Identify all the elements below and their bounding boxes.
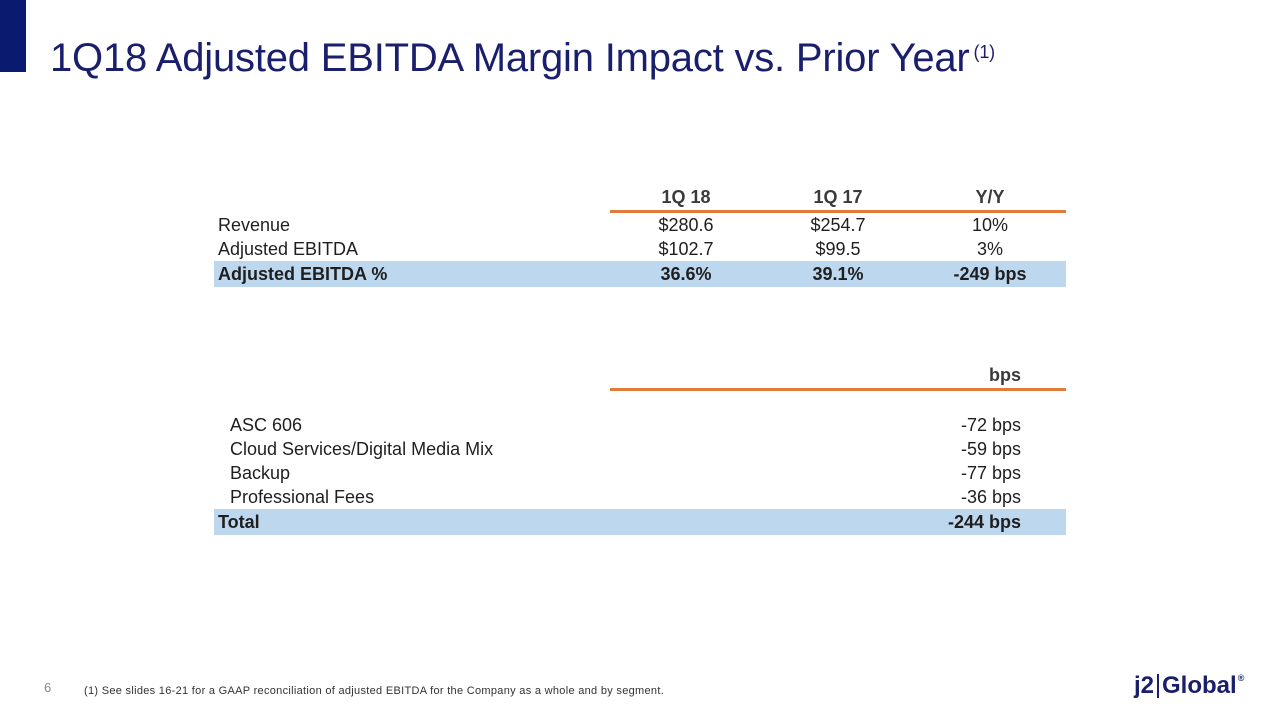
title-footnote-marker: (1)	[973, 42, 996, 62]
cell-value: 3%	[976, 238, 1003, 259]
accent-bar	[0, 0, 26, 72]
row-label: Total	[218, 511, 260, 532]
col-header-1q17: 1Q 17	[813, 186, 863, 207]
cell-value: $280.6	[658, 214, 714, 235]
header-rule	[214, 388, 1066, 391]
table-row: Backup -77 bps	[214, 461, 1066, 485]
cell-value: $254.7	[810, 214, 866, 235]
table-row: ASC 606 -72 bps	[214, 413, 1066, 437]
table-row-revenue: Revenue $280.6 $254.7 10%	[214, 213, 1066, 237]
cell-value: 39.1%	[812, 263, 864, 284]
footnote: (1) See slides 16-21 for a GAAP reconcil…	[84, 685, 665, 697]
margin-impact-table: bps ASC 606 -72 bps Cloud Services/Digit…	[214, 362, 1066, 535]
table-header-row: 1Q 18 1Q 17 Y/Y	[214, 184, 1066, 210]
slide-title: 1Q18 Adjusted EBITDA Margin Impact vs. P…	[50, 36, 995, 81]
table-row: Professional Fees -36 bps	[214, 485, 1066, 509]
cell-value: -249 bps	[953, 263, 1027, 284]
slide-title-text: 1Q18 Adjusted EBITDA Margin Impact vs. P…	[50, 36, 970, 80]
table-header-row: bps	[214, 362, 1066, 388]
table-row-adjusted-ebitda: Adjusted EBITDA $102.7 $99.5 3%	[214, 237, 1066, 261]
col-header-bps: bps	[988, 364, 1021, 385]
ebitda-summary-table: 1Q 18 1Q 17 Y/Y Revenue $280.6 $254.7 10…	[214, 184, 1066, 287]
row-label: Cloud Services/Digital Media Mix	[230, 438, 494, 459]
row-label: ASC 606	[230, 414, 303, 435]
cell-value: $102.7	[658, 238, 714, 259]
cell-value: -244 bps	[947, 511, 1021, 532]
col-header-yy: Y/Y	[975, 186, 1005, 207]
cell-value: -77 bps	[960, 462, 1021, 483]
cell-value: 36.6%	[660, 263, 712, 284]
row-label: Professional Fees	[230, 486, 375, 507]
cell-value: $99.5	[815, 238, 861, 259]
cell-value: 10%	[971, 214, 1009, 235]
table-row-adjusted-ebitda-pct: Adjusted EBITDA % 36.6% 39.1% -249 bps	[214, 261, 1066, 287]
cell-value: -72 bps	[960, 414, 1021, 435]
row-label: Backup	[230, 462, 291, 483]
page-number: 6	[44, 680, 52, 695]
row-label: Adjusted EBITDA %	[218, 263, 388, 284]
header-rule	[214, 210, 1066, 213]
logo-separator	[1157, 674, 1160, 698]
col-header-1q18: 1Q 18	[661, 186, 711, 207]
spacer	[214, 391, 1066, 413]
table-row-total: Total -244 bps	[214, 509, 1066, 535]
logo-registered-mark: ®	[1237, 673, 1245, 683]
row-label: Revenue	[218, 214, 291, 235]
cell-value: -59 bps	[960, 438, 1021, 459]
j2-global-logo: j2 Global ®	[1134, 672, 1244, 700]
logo-left: j2	[1134, 672, 1155, 699]
cell-value: -36 bps	[960, 486, 1021, 507]
table-row: Cloud Services/Digital Media Mix -59 bps	[214, 437, 1066, 461]
logo-right: Global	[1162, 672, 1237, 699]
row-label: Adjusted EBITDA	[218, 238, 359, 259]
